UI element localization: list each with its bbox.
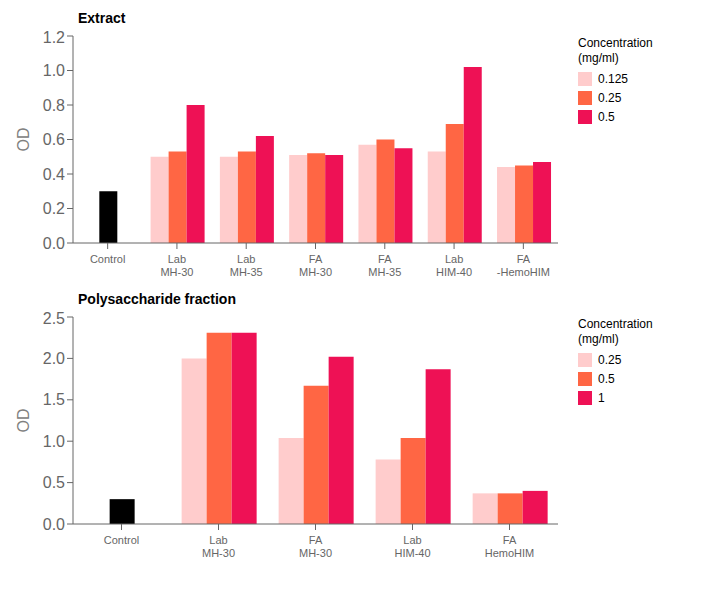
svg-text:Control: Control bbox=[104, 534, 139, 546]
svg-text:Control: Control bbox=[90, 253, 125, 265]
svg-text:FAMH-30: FAMH-30 bbox=[299, 253, 332, 278]
svg-text:FAMH-35: FAMH-35 bbox=[368, 253, 401, 278]
svg-text:FA-HemoHIM: FA-HemoHIM bbox=[497, 253, 550, 278]
svg-text:LabMH-30: LabMH-30 bbox=[202, 534, 235, 559]
svg-text:0.8: 0.8 bbox=[43, 97, 65, 114]
svg-text:1.5: 1.5 bbox=[43, 391, 65, 408]
html-text:0.25: 0.25 bbox=[598, 91, 622, 105]
svg-text:LabMH-35: LabMH-35 bbox=[230, 253, 263, 278]
html-text:0.25: 0.25 bbox=[598, 353, 622, 367]
svg-text:LabHIM-40: LabHIM-40 bbox=[394, 534, 430, 559]
svg-text:0.0: 0.0 bbox=[43, 235, 65, 252]
svg-text:OD: OD bbox=[15, 128, 32, 152]
svg-text:0.2: 0.2 bbox=[43, 200, 65, 217]
svg-text:FAHemoHIM: FAHemoHIM bbox=[485, 534, 535, 559]
svg-text:2.0: 2.0 bbox=[43, 350, 65, 367]
html-text:(mg/ml): (mg/ml) bbox=[578, 51, 619, 65]
svg-text:FAMH-30: FAMH-30 bbox=[299, 534, 332, 559]
svg-text:OD: OD bbox=[15, 409, 32, 433]
html-text:(mg/ml): (mg/ml) bbox=[578, 332, 619, 346]
svg-text:2.5: 2.5 bbox=[43, 310, 65, 327]
svg-text:0.5: 0.5 bbox=[43, 474, 65, 491]
html-text:0.125: 0.125 bbox=[598, 72, 628, 86]
html-text:Extract: Extract bbox=[78, 10, 126, 26]
html-text:Concentration: Concentration bbox=[578, 36, 653, 50]
svg-text:LabMH-30: LabMH-30 bbox=[160, 253, 193, 278]
html-text:0.5: 0.5 bbox=[598, 110, 615, 124]
svg-text:1.0: 1.0 bbox=[43, 433, 65, 450]
svg-text:LabHIM-40: LabHIM-40 bbox=[436, 253, 472, 278]
svg-text:0.4: 0.4 bbox=[43, 166, 65, 183]
svg-text:0.6: 0.6 bbox=[43, 131, 65, 148]
svg-text:1.2: 1.2 bbox=[43, 29, 65, 46]
html-text:1: 1 bbox=[598, 391, 605, 405]
svg-text:0.0: 0.0 bbox=[43, 516, 65, 533]
html-text:Polysaccharide fraction: Polysaccharide fraction bbox=[78, 291, 236, 307]
html-text:Concentration: Concentration bbox=[578, 317, 653, 331]
svg-text:1.0: 1.0 bbox=[43, 62, 65, 79]
html-text:0.5: 0.5 bbox=[598, 372, 615, 386]
